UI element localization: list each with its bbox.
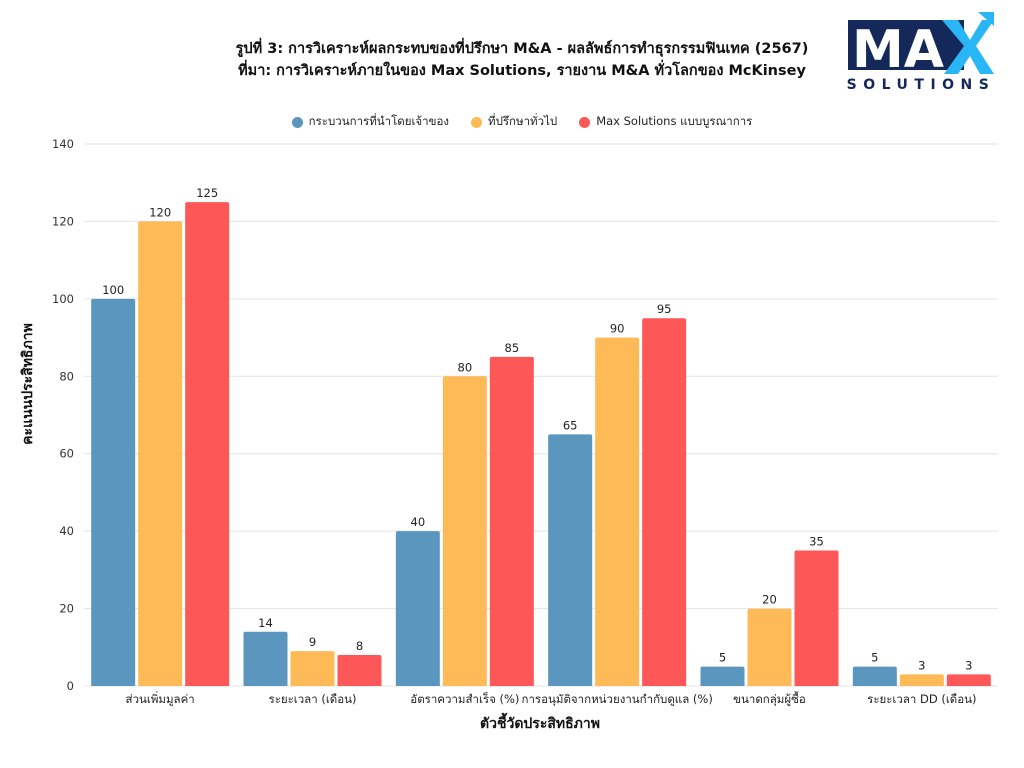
- bar[interactable]: [290, 651, 335, 686]
- x-tick-label: การอนุมัติจากหน่วยงานกำกับดูแล (%): [522, 692, 713, 706]
- bar[interactable]: [899, 674, 944, 686]
- bar[interactable]: [852, 666, 897, 686]
- chart-title: รูปที่ 3: การวิเคราะห์ผลกระทบของที่ปรึกษ…: [0, 38, 1024, 82]
- y-tick-label: 140: [52, 137, 74, 151]
- x-tick-labels: ส่วนเพิ่มมูลค่า ระยะเวลา (เดือน) อัตราความ…: [126, 691, 977, 706]
- bar[interactable]: [185, 202, 230, 687]
- x-tick-label: ระยะเวลา DD (เดือน): [867, 692, 976, 706]
- data-label: 80: [458, 360, 473, 374]
- legend-swatch: [291, 116, 303, 128]
- x-axis-label: ตัวชี้วัดประสิทธิภาพ: [480, 716, 600, 732]
- data-label: 20: [762, 593, 777, 607]
- data-label: 3: [965, 658, 972, 672]
- y-tick-labels: 0 20 40 60 80 100 120 140: [52, 137, 74, 693]
- bar[interactable]: [138, 221, 183, 686]
- bar[interactable]: [489, 356, 534, 686]
- legend-label: กระบวนการที่นำโดยเจ้าของ: [308, 114, 449, 128]
- y-tick-label: 60: [59, 447, 74, 461]
- bar[interactable]: [642, 318, 687, 686]
- logo-subtitle: SOLUTIONS: [846, 77, 996, 93]
- y-tick-label: 20: [59, 602, 74, 616]
- bar[interactable]: [395, 531, 440, 686]
- data-label: 3: [918, 658, 925, 672]
- data-label: 65: [563, 418, 578, 432]
- x-tick-label: ขนาดกลุ่มผู้ซื้อ: [733, 691, 806, 706]
- y-axis-label: คะแนนประสิทธิภาพ: [20, 323, 36, 445]
- legend-label: ที่ปรึกษาทั่วไป: [488, 114, 558, 128]
- legend-item-general-advisor[interactable]: ที่ปรึกษาทั่วไป: [471, 113, 557, 131]
- y-tick-label: 40: [59, 524, 74, 538]
- data-label: 100: [102, 283, 124, 297]
- data-label: 35: [809, 535, 824, 549]
- legend-item-owner-led[interactable]: กระบวนการที่นำโดยเจ้าของ: [291, 113, 449, 131]
- bar[interactable]: [700, 666, 745, 686]
- legend-swatch: [471, 116, 482, 128]
- bar[interactable]: [794, 550, 839, 687]
- data-label: 120: [149, 205, 171, 219]
- data-label: 95: [657, 302, 672, 316]
- data-label: 85: [505, 341, 520, 355]
- y-tick-label: 100: [52, 292, 74, 306]
- data-label: 90: [610, 322, 625, 336]
- y-tick-label: 80: [59, 369, 74, 383]
- bar[interactable]: [243, 631, 288, 686]
- data-label: 14: [258, 616, 273, 630]
- bar[interactable]: [747, 608, 792, 686]
- y-tick-label: 0: [67, 679, 74, 693]
- chart-subtitle: ที่มา: การวิเคราะห์ภายในของ Max Solution…: [238, 63, 806, 79]
- bar[interactable]: [946, 674, 991, 686]
- data-label: 8: [356, 639, 363, 653]
- x-tick-label: ระยะเวลา (เดือน): [269, 692, 357, 706]
- legend-swatch: [579, 116, 591, 128]
- logo-mark-icon: MA: [848, 12, 994, 80]
- legend-item-max-solutions[interactable]: Max Solutions แบบบูรณาการ: [579, 113, 752, 131]
- x-tick-label: ส่วนเพิ่มมูลค่า: [126, 691, 195, 706]
- y-tick-label: 120: [52, 214, 74, 228]
- bars: [91, 202, 991, 687]
- data-labels: 100 120 125 14 9 8 40 80 85 65 90 95 5 20 35 5 3 3: [102, 186, 972, 672]
- bar[interactable]: [337, 655, 382, 686]
- gridlines: [84, 143, 998, 687]
- data-label: 9: [309, 635, 316, 649]
- legend-label: Max Solutions แบบบูรณาการ: [596, 114, 753, 128]
- x-tick-label: อัตราความสำเร็จ (%): [410, 691, 519, 706]
- bar[interactable]: [442, 376, 487, 686]
- data-label: 5: [719, 651, 726, 665]
- max-solutions-logo: MA: [846, 12, 996, 98]
- legend: กระบวนการที่นำโดยเจ้าของ ที่ปรึกษาทั่วไป…: [0, 113, 1024, 131]
- data-label: 5: [871, 651, 878, 665]
- data-label: 40: [411, 515, 426, 529]
- data-label: 125: [196, 186, 218, 200]
- chart-title-line: รูปที่ 3: การวิเคราะห์ผลกระทบของที่ปรึกษ…: [235, 41, 809, 57]
- logo-text: MA: [852, 20, 944, 80]
- bar[interactable]: [548, 434, 593, 686]
- bar[interactable]: [595, 337, 640, 686]
- bar[interactable]: [91, 298, 136, 686]
